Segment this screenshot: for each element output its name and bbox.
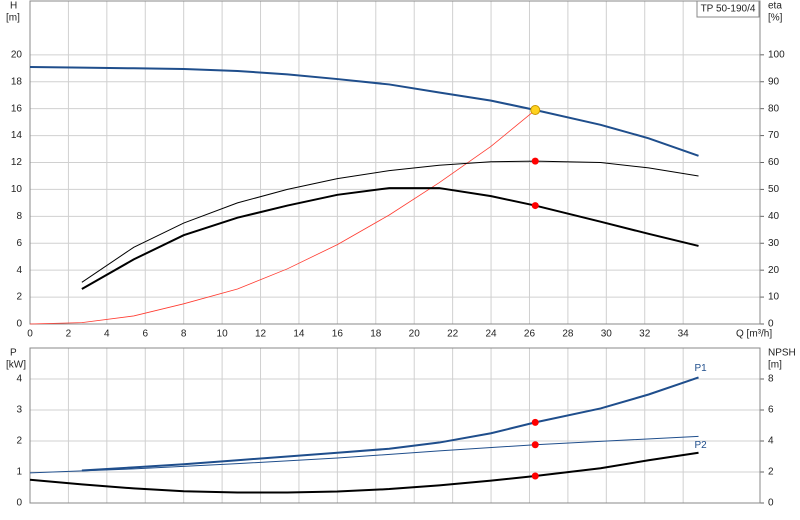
y2-tick-label: 4 [768,436,774,447]
y2-tick-label: 20 [768,265,780,276]
series-label: P2 [695,440,708,451]
y2-tick-label: 80 [768,103,780,114]
y-tick-label: 16 [11,103,23,114]
model-label: TP 50-190/4 [701,4,756,15]
y2-tick-label: 10 [768,292,780,303]
model-box: TP 50-190/4 [696,0,760,18]
y2-tick-label: 60 [768,157,780,168]
y-tick-label: 2 [16,292,22,303]
x-tick-label: 6 [142,329,148,340]
y-label: P [10,348,17,359]
y2-tick-label: 0 [768,319,774,330]
x-tick-label: 30 [601,329,613,340]
y2-tick-label: 2 [768,467,774,478]
y-unit: [m] [6,13,20,24]
plot-area [29,347,761,504]
y-tick-label: 10 [11,184,23,195]
operating-point [530,105,541,116]
y2-tick-label: 40 [768,211,780,222]
y-tick-label: 2 [16,436,22,447]
y2-unit: [m] [768,360,782,371]
operating-point [531,418,539,426]
curve [29,451,699,494]
plot-border [29,0,761,325]
y2-tick-label: 90 [768,76,780,87]
y-tick-label: 6 [16,238,22,249]
y-tick-label: 4 [16,265,22,276]
y2-label: eta [768,1,782,12]
y2-tick-label: 6 [768,405,774,416]
y-tick-label: 12 [11,157,23,168]
y-tick-label: 0 [16,498,22,509]
x-tick-label: 28 [562,329,574,340]
y2-tick-label: 8 [768,374,774,385]
operating-point [531,157,539,165]
curve [81,376,699,472]
curve [81,187,699,290]
operating-point [531,472,539,480]
y2-tick-label: 70 [768,130,780,141]
y-tick-label: 1 [16,467,22,478]
y2-tick-label: 30 [768,238,780,249]
y-unit: [kW] [6,360,26,371]
x-tick-label: 26 [524,329,536,340]
series-label: P1 [695,363,708,374]
x-tick-label: 14 [293,329,305,340]
y-tick-label: 14 [11,130,23,141]
y2-tick-label: 100 [768,49,785,60]
x-tick-label: 4 [104,329,110,340]
x-tick-label: 18 [370,329,382,340]
y-tick-label: 3 [16,405,22,416]
x-tick-label: 2 [66,329,72,340]
y2-tick-label: 50 [768,184,780,195]
x-tick-label: 16 [332,329,344,340]
plot-border [29,347,761,504]
x-tick-label: 34 [678,329,690,340]
operating-point [531,441,539,449]
curve [29,65,699,157]
y-tick-label: 8 [16,211,22,222]
operating-point [531,202,539,210]
y-label: H [10,1,17,12]
x-tick-label: 22 [447,329,459,340]
x-tick-label: 0 [27,329,33,340]
curve [81,160,699,283]
y-tick-label: 0 [16,319,22,330]
x-tick-label: 10 [217,329,229,340]
x-tick-label: 12 [255,329,267,340]
y2-tick-label: 0 [768,498,774,509]
y-tick-label: 18 [11,76,23,87]
y2-label: NPSH [768,348,796,359]
y-tick-label: 20 [11,49,23,60]
y2-unit: [%] [768,13,783,24]
x-tick-label: 20 [409,329,421,340]
x-tick-label: 8 [181,329,187,340]
model-box-frame [696,0,760,18]
x-tick-label: 32 [639,329,651,340]
x-label: Q [m³/h] [736,329,772,340]
y-tick-label: 4 [16,374,22,385]
curve [29,109,536,325]
x-tick-label: 24 [485,329,497,340]
